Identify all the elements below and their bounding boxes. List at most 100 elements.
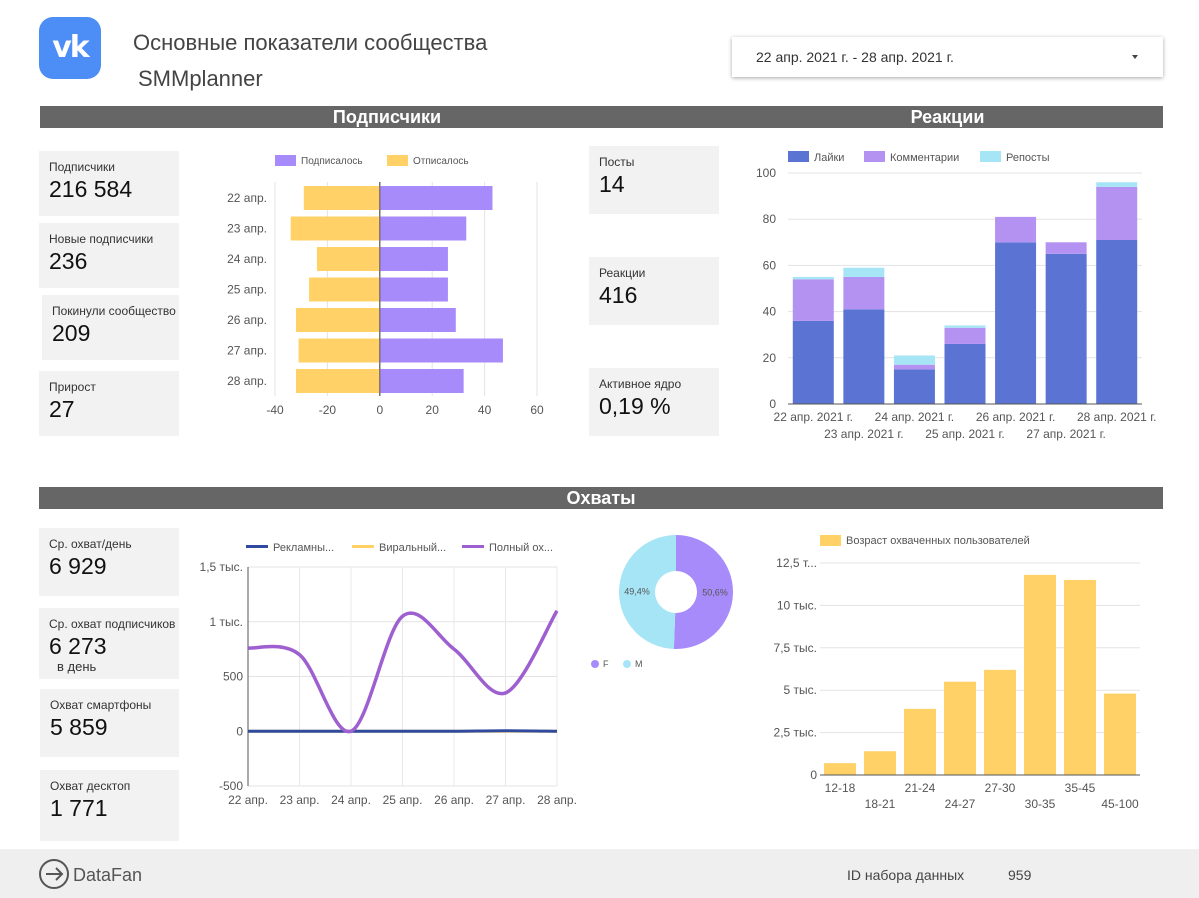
age-bar: [944, 681, 976, 775]
x-tick-label: 24-27: [945, 797, 976, 811]
bar-segment: [893, 369, 935, 404]
line-ads: [248, 729, 558, 733]
legend-swatch: [591, 660, 599, 668]
x-tick-label: 60: [530, 403, 544, 417]
y-tick-label: 1,5 тыс.: [200, 560, 243, 574]
legend-label: Возраст охваченных пользователей: [846, 535, 1030, 547]
y-tick-label: 28 апр.: [227, 374, 267, 388]
page-title: Основные показатели сообщества: [133, 30, 488, 55]
legend-label: Репосты: [1006, 152, 1050, 164]
kpi-value: 209: [52, 320, 91, 346]
y-tick-label: 2,5 тыс.: [774, 726, 817, 740]
section-subscribers-label: Подписчики: [332, 107, 442, 127]
legend-label: Полный ох...: [489, 542, 553, 554]
kpi-growth: Прирост 27: [39, 371, 179, 436]
bar-unsubscribed: [295, 369, 380, 393]
legend-swatch: [387, 155, 408, 166]
bar-segment: [1096, 186, 1138, 240]
x-tick-label: 18-21: [865, 797, 896, 811]
age-bar: [824, 763, 856, 775]
bar-segment: [893, 355, 935, 365]
bar-subscribed: [379, 277, 448, 302]
legend-swatch: [864, 151, 885, 162]
legend-swatch: [352, 545, 374, 548]
y-tick-label: 60: [763, 258, 777, 272]
section-reach: Охваты: [39, 487, 1163, 509]
legend-label: Комментарии: [890, 152, 959, 164]
x-tick-label: 35-45: [1065, 781, 1096, 795]
kpi-left-community: Покинули сообщество 209: [42, 295, 179, 360]
legend-label: Рекламны...: [273, 542, 334, 554]
y-tick-label: 10 тыс.: [777, 598, 817, 612]
kpi-reach-smartphones: Охват смартфоны 5 859: [40, 689, 179, 757]
x-tick-label: -20: [319, 403, 337, 417]
y-tick-label: 40: [763, 305, 777, 319]
y-tick-label: 25 апр.: [227, 283, 267, 297]
kpi-value: 14: [599, 171, 625, 197]
kpi-value: 5 859: [50, 714, 108, 740]
legend-label: F: [603, 659, 609, 669]
kpi-value: 216 584: [49, 176, 133, 202]
kpi-label: Охват смартфоны: [50, 698, 152, 712]
kpi-avg-reach-day: Ср. охват/день 6 929: [39, 528, 179, 596]
datafan-logo-icon: [39, 859, 69, 889]
y-tick-label: 5 тыс.: [784, 683, 817, 697]
date-range-picker[interactable]: 22 апр. 2021 г. - 28 апр. 2021 г.: [732, 37, 1163, 77]
bar-segment: [1045, 242, 1087, 254]
bar-segment: [944, 325, 986, 328]
section-reach-label: Охваты: [566, 488, 636, 508]
y-tick-label: 100: [756, 166, 776, 180]
x-tick-label: 25 апр.: [383, 793, 423, 807]
slice-label: 50,6%: [702, 588, 728, 598]
legend-label: Подписалось: [301, 156, 363, 167]
x-tick-label: 22 апр.: [228, 793, 268, 807]
x-tick-label: -40: [266, 403, 284, 417]
y-tick-label: 1 тыс.: [210, 615, 243, 629]
y-tick-label: 0: [769, 397, 776, 411]
kpi-label: Ср. охват подписчиков: [49, 617, 176, 631]
x-tick-label: 12-18: [825, 781, 856, 795]
bar-segment: [1096, 239, 1138, 404]
kpi-avg-reach-subscribers: Ср. охват подписчиков 6 273 в день: [39, 608, 179, 679]
kpi-subscribers: Подписчики 216 584: [39, 151, 179, 216]
x-tick-label: 30-35: [1025, 797, 1056, 811]
x-tick-label: 0: [376, 403, 383, 417]
y-tick-label: 500: [223, 670, 243, 684]
bar-segment: [944, 327, 986, 344]
kpi-new-subscribers: Новые подписчики 236: [39, 223, 179, 288]
vk-logo: vk: [39, 17, 101, 79]
x-tick-label: 28 апр. 2021 г.: [1077, 410, 1156, 424]
legend-label: Виральный...: [379, 542, 446, 554]
y-tick-label: 20: [763, 351, 777, 365]
y-tick-label: 24 апр.: [227, 252, 267, 266]
x-tick-label: 22 апр. 2021 г.: [774, 410, 853, 424]
section-subscribers: Подписчики: [40, 106, 734, 128]
legend-swatch: [623, 660, 631, 668]
bar-segment: [843, 309, 885, 404]
age-bar: [904, 708, 936, 775]
kpi-active-core: Активное ядро 0,19 %: [589, 368, 719, 436]
donut-slice: [673, 535, 734, 650]
bar-subscribed: [379, 216, 467, 241]
age-bar: [1024, 574, 1056, 775]
legend-swatch: [788, 151, 809, 162]
legend-swatch: [980, 151, 1001, 162]
bar-unsubscribed: [290, 216, 380, 241]
kpi-label: Ср. охват/день: [49, 537, 132, 551]
bar-segment: [893, 364, 935, 370]
x-tick-label: 23 апр.: [280, 793, 320, 807]
bar-segment: [995, 242, 1037, 404]
dataset-id-label: ID набора данных: [847, 867, 965, 883]
footer-brand: DataFan: [73, 865, 143, 885]
kpi-value: 6 929: [49, 553, 107, 579]
age-bar: [1064, 579, 1096, 775]
legend-swatch: [462, 545, 484, 548]
kpi-value: 416: [599, 282, 638, 308]
date-range-value: 22 апр. 2021 г. - 28 апр. 2021 г.: [756, 49, 954, 65]
legend-swatch: [275, 155, 296, 166]
x-tick-label: 27 апр. 2021 г.: [1026, 427, 1105, 441]
line-total: [247, 609, 559, 734]
slice-label: 49,4%: [624, 586, 650, 596]
kpi-label: Охват десктоп: [50, 779, 131, 793]
